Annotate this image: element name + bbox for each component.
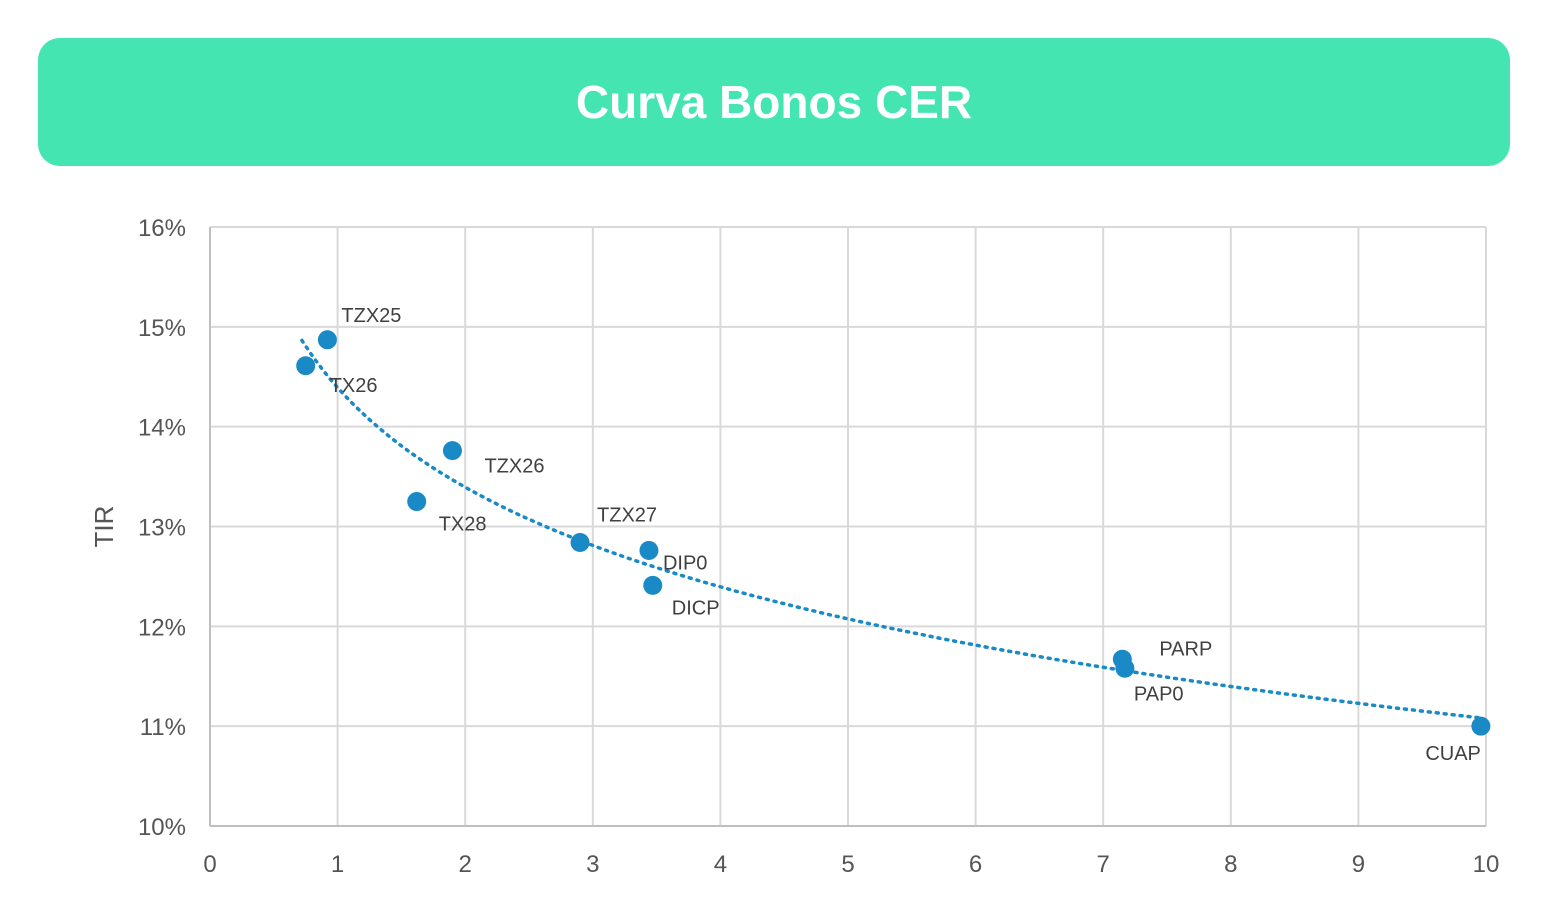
x-tick-label: 0	[203, 851, 216, 878]
title-banner: Curva Bonos CER	[38, 38, 1510, 166]
data-point	[1115, 658, 1135, 678]
x-tick-label: 10	[1473, 851, 1500, 878]
data-label: CUAP	[1425, 743, 1481, 765]
data-point	[442, 441, 462, 461]
y-tick-label: 10%	[138, 814, 186, 841]
x-tick-label: 8	[1224, 851, 1237, 878]
data-point	[1471, 716, 1491, 736]
data-point	[407, 492, 427, 512]
data-point	[639, 540, 659, 560]
y-tick-label: 16%	[138, 215, 186, 242]
trendline	[300, 338, 1483, 720]
y-tick-label: 12%	[138, 614, 186, 641]
data-point	[317, 330, 337, 350]
x-tick-label: 1	[331, 851, 344, 878]
data-point	[643, 575, 663, 595]
y-tick-label: 13%	[138, 515, 186, 542]
x-tick-label: 4	[714, 851, 727, 878]
x-tick-label: 2	[459, 851, 472, 878]
y-tick-label: 15%	[138, 315, 186, 342]
x-tick-label: 7	[1097, 851, 1110, 878]
y-axis-title: TIR	[89, 506, 119, 548]
y-tick-label: 14%	[138, 415, 186, 442]
data-label: TZX27	[597, 504, 657, 526]
x-tick-label: 9	[1352, 851, 1365, 878]
data-label: TX26	[330, 375, 378, 397]
data-label: DICP	[672, 597, 720, 619]
data-label: TZX25	[341, 305, 401, 327]
data-label: TX28	[439, 514, 487, 536]
data-point	[296, 356, 316, 376]
data-label: PAP0	[1134, 683, 1184, 705]
x-tick-label: 3	[586, 851, 599, 878]
y-tick-label: 11%	[140, 714, 186, 741]
x-tick-label: 6	[969, 851, 982, 878]
x-tick-label: 5	[841, 851, 854, 878]
chart-title: Curva Bonos CER	[575, 76, 973, 128]
data-label: DIP0	[663, 552, 707, 574]
data-label: TZX26	[484, 456, 544, 478]
data-label: PARP	[1159, 638, 1212, 660]
data-point	[570, 532, 590, 552]
